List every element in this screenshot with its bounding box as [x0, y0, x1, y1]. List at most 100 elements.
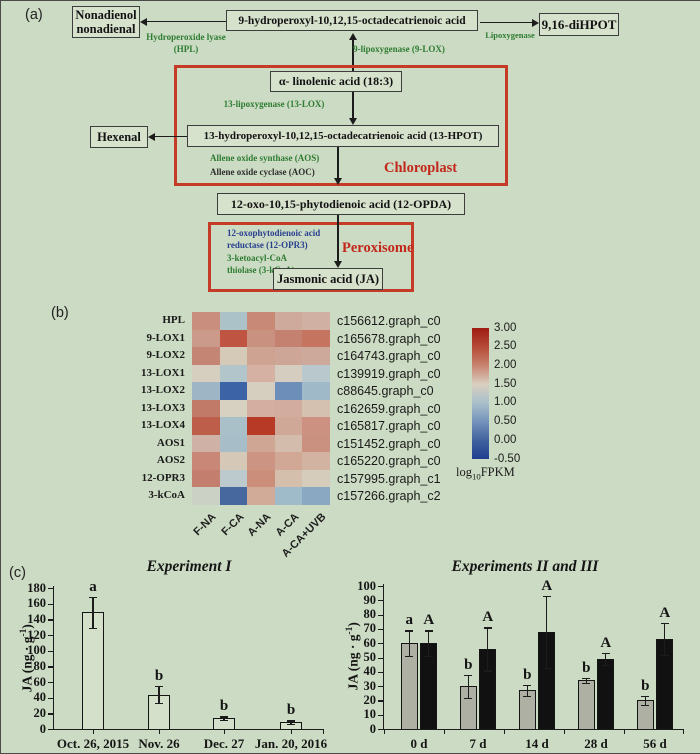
heatmap-cell [274, 329, 303, 348]
y-tick [48, 713, 53, 715]
box-nonadienol-line1: Nonadienol [75, 7, 137, 22]
panel-a-label: (a) [25, 7, 43, 23]
heatmap-cell [302, 452, 331, 470]
heatmap-cell [192, 487, 220, 505]
arrowhead-to-13-hpot [349, 118, 357, 125]
y-axis [52, 586, 54, 731]
y-tick [378, 657, 383, 659]
error-bar [290, 720, 292, 724]
heatmap-cell [302, 469, 331, 488]
error-cap-bottom [155, 703, 163, 705]
box-nonadienol-line2: nonadienal [76, 22, 136, 36]
error-bar [408, 630, 410, 657]
heatmap-cell [302, 417, 331, 435]
sig-letter: b [286, 702, 296, 719]
error-cap-bottom [483, 670, 492, 672]
heatmap-cell [247, 347, 276, 365]
heatmap-row-label: 9-LOX1 [146, 331, 186, 344]
heatmap-cell [219, 434, 248, 453]
heatmap-cell [274, 382, 303, 400]
error-cap-bottom [287, 723, 295, 725]
error-cap-top [582, 677, 591, 679]
sig-letter: A [482, 609, 494, 626]
error-cap-top [424, 630, 433, 632]
heatmap-cell [247, 417, 276, 435]
x-tick [323, 730, 325, 734]
transcript-label: c164743.graph_c0 [337, 349, 441, 363]
heatmap-cell [247, 469, 276, 488]
colorbar-tick-label: 1.00 [494, 396, 517, 409]
enzyme-hpl-label: Hydroperoxide lyase (HPL) [142, 32, 230, 55]
y-tick [48, 697, 53, 699]
panel-b-label: (b) [51, 305, 69, 321]
error-cap-bottom [542, 667, 551, 669]
y-tick [48, 650, 53, 652]
heatmap-cell [247, 399, 276, 418]
enzyme-hpl-line1: Hydroperoxide lyase [146, 32, 226, 42]
sig-letter: b [641, 678, 650, 695]
category-label: 0 d [410, 736, 428, 751]
sig-letter: b [154, 667, 164, 684]
heatmap-cell [274, 312, 303, 330]
sig-letter: A [423, 612, 435, 629]
arrow-line-lox13 [352, 92, 354, 118]
colorbar-tick-label: 2.00 [494, 358, 517, 371]
x-tick [93, 730, 95, 734]
y-tick [378, 586, 383, 588]
y-tick-label: 30 [363, 678, 377, 693]
heatmap-cell [219, 382, 248, 400]
box-jasmonic-acid: Jasmonic acid (JA) [273, 268, 383, 290]
bar [597, 658, 615, 729]
error-cap-bottom [601, 664, 610, 666]
error-cap-bottom [582, 683, 591, 685]
heatmap-cell [302, 434, 331, 453]
arrowhead-to-ja [334, 261, 342, 268]
transcript-label: c88645.graph_c0 [337, 384, 434, 398]
error-cap-top [155, 685, 163, 688]
error-bar [467, 674, 469, 698]
y-tick-label: 60 [363, 635, 377, 650]
panel-c-label: (c) [9, 565, 26, 581]
arrowhead-to-opda [334, 178, 342, 185]
heatmap-cell [192, 452, 220, 470]
y-tick [378, 686, 383, 688]
box-916-dihpot: 9,16-diHPOT [539, 13, 619, 36]
heatmap-cell [219, 487, 248, 505]
y-tick [48, 588, 53, 590]
heatmap-row-label: 13-LOX3 [141, 401, 185, 414]
x-tick [159, 730, 161, 734]
sig-letter: b [464, 656, 473, 673]
x-tick [444, 730, 446, 734]
x-axis [382, 729, 684, 731]
heatmap-cell [192, 347, 220, 365]
heatmap-row-label: 12-OPR3 [141, 471, 185, 484]
y-tick-label: 60 [33, 674, 47, 689]
heatmap-cell [219, 347, 248, 365]
heatmap-cell [247, 487, 276, 505]
enzyme-hpl-line2: (HPL) [173, 43, 199, 54]
y-tick-label: 90 [363, 592, 377, 607]
error-bar [546, 596, 548, 668]
y-tick [378, 614, 383, 616]
box-nonadienol: Nonadienol nonadienal [72, 6, 140, 38]
y-tick-label: 40 [33, 690, 47, 705]
error-cap-top [641, 696, 650, 698]
error-bar [223, 716, 225, 720]
heatmap-cell [302, 364, 331, 383]
y-tick [48, 619, 53, 621]
arrowhead-to-hexenal [148, 133, 155, 141]
category-label: Oct. 26, 2015 [56, 736, 130, 751]
y-tick [378, 628, 383, 631]
colorbar [472, 328, 489, 459]
chart-title: Experiment I [146, 558, 232, 575]
heatmap-row-label: 13-LOX2 [141, 384, 185, 396]
arrow-line-opr3 [337, 215, 339, 261]
heatmap-cell [247, 312, 276, 330]
bar [577, 680, 595, 729]
heatmap-cell [219, 329, 248, 348]
error-cap-top [542, 596, 551, 598]
colorbar-tick-label: -0.50 [494, 452, 521, 465]
sig-letter: a [89, 578, 97, 595]
error-cap-top [220, 716, 228, 718]
y-tick-label: 160 [27, 596, 46, 611]
